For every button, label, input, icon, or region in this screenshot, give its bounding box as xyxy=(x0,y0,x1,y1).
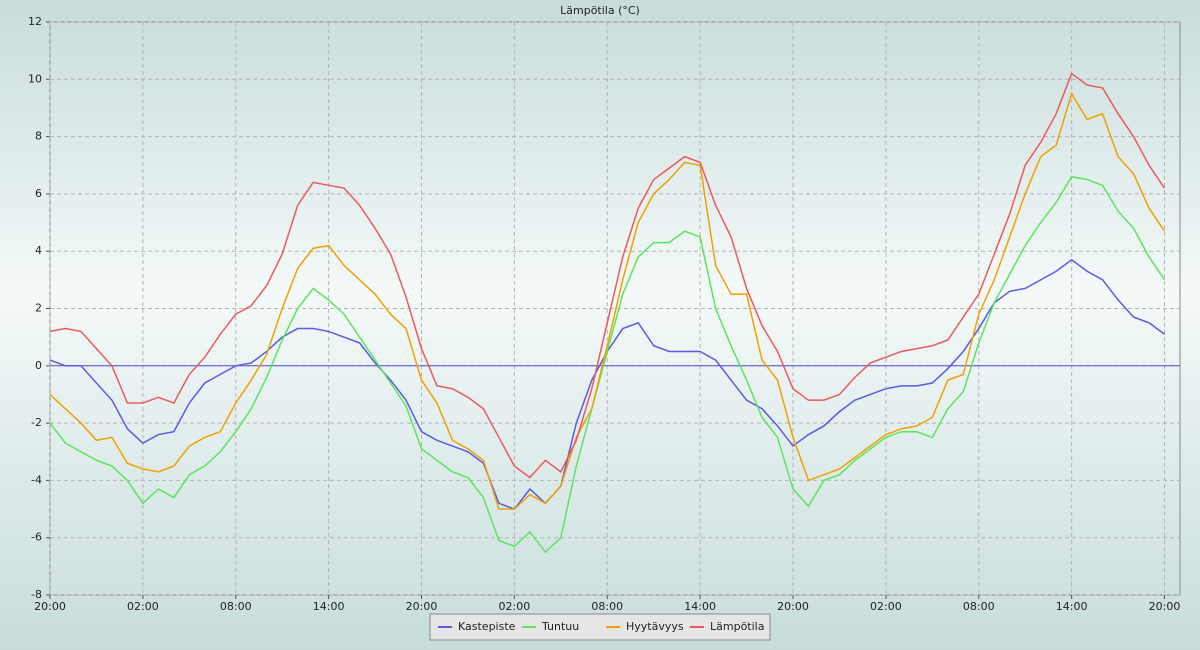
y-tick-label: -6 xyxy=(31,531,42,544)
legend-box xyxy=(429,613,771,641)
x-tick-label: 20:00 xyxy=(406,600,438,613)
y-tick-label: -2 xyxy=(31,416,42,429)
y-tick-label: 6 xyxy=(35,187,42,200)
y-tick-label: 4 xyxy=(35,244,42,257)
series-line xyxy=(49,72,1166,479)
y-tick-label: 10 xyxy=(28,72,42,85)
x-tick-label: 08:00 xyxy=(963,600,995,613)
x-tick-label: 14:00 xyxy=(684,600,716,613)
y-tick-label: 0 xyxy=(35,359,42,372)
x-tick-label: 08:00 xyxy=(591,600,623,613)
x-tick-label: 20:00 xyxy=(1149,600,1181,613)
series-line xyxy=(49,175,1166,554)
x-tick-label: 08:00 xyxy=(220,600,252,613)
x-tick-label: 20:00 xyxy=(777,600,809,613)
x-tick-label: 20:00 xyxy=(34,600,66,613)
x-tick-label: 14:00 xyxy=(313,600,345,613)
y-tick-label: 12 xyxy=(28,15,42,28)
x-tick-label: 02:00 xyxy=(499,600,531,613)
chart-title: Lämpötila (°C) xyxy=(560,4,640,17)
legend-label: Kastepiste xyxy=(458,620,516,633)
x-tick-label: 14:00 xyxy=(1056,600,1088,613)
y-tick-label: -4 xyxy=(31,473,42,486)
legend-label: Lämpötila xyxy=(710,620,764,633)
y-tick-label: 8 xyxy=(35,130,42,143)
legend-label: Tuntuu xyxy=(541,620,579,633)
series-line xyxy=(49,91,1166,510)
y-tick-label: -8 xyxy=(31,588,42,601)
legend-label: Hyytävyys xyxy=(626,620,684,633)
x-tick-label: 02:00 xyxy=(870,600,902,613)
y-tick-label: 2 xyxy=(35,302,42,315)
x-tick-label: 02:00 xyxy=(127,600,159,613)
